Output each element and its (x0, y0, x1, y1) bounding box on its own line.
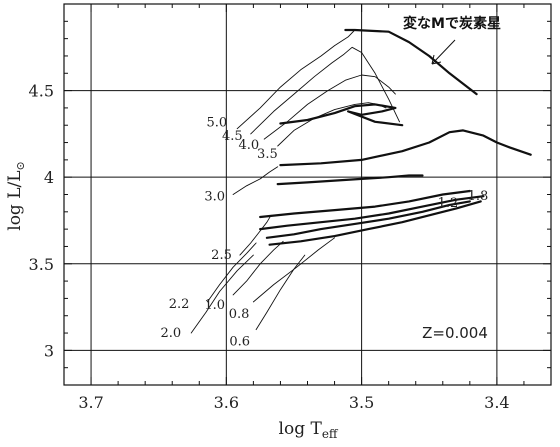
tick-labels: 3.7 3.6 3.5 3.4 3 3.5 4 4.5 (29, 82, 510, 412)
mass-label: 4.5 (222, 129, 243, 144)
y-tick-label: 3 (44, 341, 54, 360)
mass-label: 0.8 (229, 307, 250, 322)
track-line (279, 129, 532, 167)
track-line (259, 189, 471, 219)
mass-label: 1.8 (468, 189, 489, 204)
track-line (279, 103, 404, 127)
track-line (236, 29, 356, 130)
mass-label: 3.5 (257, 147, 278, 162)
mass-labels: 5.04.54.03.5 3.0 2.5 2.2 2.0 1.0 0.6 0.8 1.2 1.8 (160, 116, 488, 350)
y-tick-label: 4.5 (29, 82, 54, 101)
x-axis-label: log Teff (279, 419, 339, 441)
tick-marks (63, 3, 552, 386)
mass-label: 2.0 (160, 326, 181, 341)
mass-label: 1.0 (204, 298, 225, 313)
y-tick-label: 3.5 (29, 255, 54, 274)
track-line (263, 74, 396, 140)
track-line (277, 102, 387, 147)
grid-lines (64, 4, 551, 385)
x-tick-label: 3.6 (214, 393, 239, 412)
track-line (344, 28, 478, 96)
annotation-arrow (431, 39, 456, 65)
track-line (206, 242, 257, 303)
track-line (232, 166, 279, 195)
track-line (276, 174, 424, 186)
track-line (239, 214, 272, 256)
track-line (250, 46, 400, 135)
x-tick-label: 3.5 (349, 393, 374, 412)
annotation-arrowhead (431, 54, 442, 65)
y-tick-label: 4 (44, 168, 54, 187)
mass-label: 5.0 (206, 116, 227, 131)
carbon-star-annotation: 変なMで炭素星 (403, 15, 501, 32)
mass-label: 4.0 (239, 138, 260, 153)
track-line (252, 237, 336, 303)
tracks (190, 28, 532, 334)
mass-label: 0.6 (229, 335, 250, 350)
track-line (255, 254, 306, 331)
mass-label: 3.0 (204, 190, 225, 205)
track-line (190, 254, 254, 334)
track-line (232, 240, 284, 296)
mass-label: 2.2 (169, 297, 190, 312)
mass-label: 2.5 (211, 248, 232, 263)
track-line (259, 195, 485, 231)
track-line (265, 200, 471, 239)
metallicity-label: Z=0.004 (422, 324, 488, 342)
mass-label: 1.2 (438, 196, 459, 211)
x-tick-label: 3.7 (78, 393, 103, 412)
x-tick-label: 3.4 (484, 393, 509, 412)
track-line (268, 200, 482, 246)
y-axis-label: log L/L⊙ (5, 161, 27, 230)
